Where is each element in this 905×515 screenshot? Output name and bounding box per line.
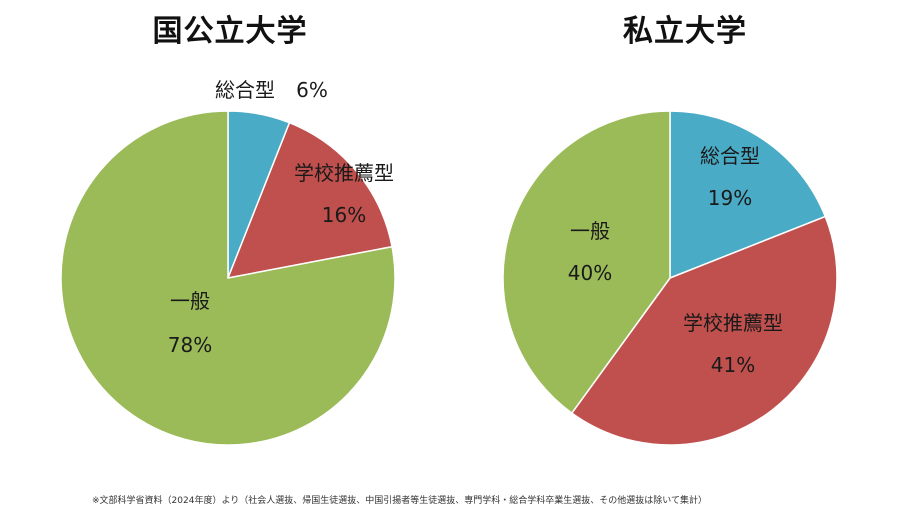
slice-label-1-1: 学校推薦型 bbox=[683, 311, 783, 335]
pie-slice-0-2 bbox=[60, 110, 396, 446]
slice-value-1-2: 40% bbox=[568, 261, 612, 285]
chart-title-public: 国公立大学 bbox=[152, 14, 308, 49]
slice-label-1-2: 一般 bbox=[570, 219, 610, 243]
source-footnote: ※文部科学省資料（2024年度）より（社会人選抜、帰国生徒選抜、中国引揚者等生徒… bbox=[92, 496, 707, 506]
pie-slice-1-1 bbox=[570, 215, 838, 446]
chart-title-private: 私立大学 bbox=[623, 14, 747, 49]
slice-label-1-0: 総合型 bbox=[700, 144, 760, 168]
slice-value-1-0: 19% bbox=[708, 186, 752, 210]
slice-value-0-2: 78% bbox=[168, 333, 212, 357]
slice-label-0-0: 総合型 bbox=[215, 78, 275, 102]
pie-slice-0-1 bbox=[226, 121, 393, 279]
pie-slice-1-2 bbox=[502, 110, 671, 415]
slice-value-1-1: 41% bbox=[711, 353, 755, 377]
slice-value-0-1: 16% bbox=[322, 203, 366, 227]
slice-label-0-2: 一般 bbox=[170, 289, 210, 313]
pie-slice-1-0 bbox=[669, 110, 827, 280]
slice-value-0-0: 6% bbox=[296, 78, 328, 102]
slice-label-0-1: 学校推薦型 bbox=[294, 161, 394, 185]
